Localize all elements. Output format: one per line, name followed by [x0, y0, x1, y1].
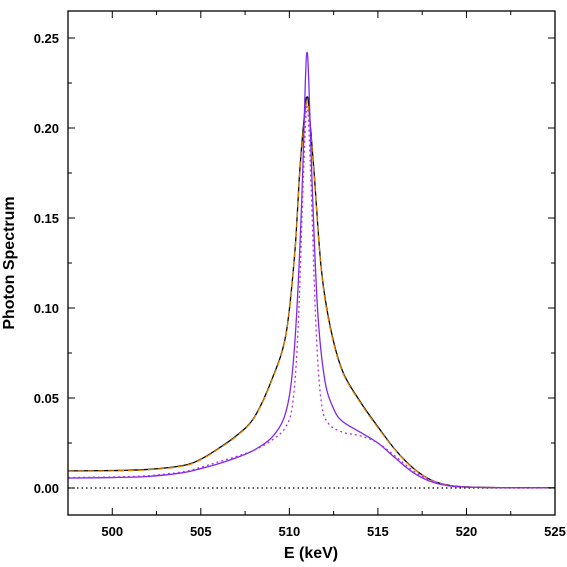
y-tick-label: 0.10: [34, 301, 59, 316]
y-tick-label: 0.25: [34, 31, 59, 46]
x-tick-label: 520: [456, 524, 478, 539]
y-tick-label: 0.05: [34, 391, 59, 406]
plot-frame: [67, 10, 556, 516]
x-axis-title: E (keV): [284, 545, 338, 562]
x-tick-label: 505: [190, 524, 212, 539]
tick-layer: 500 505 510 515 520 525 0.00 0.05 0.10 0.15 0.20 0.…: [34, 11, 566, 539]
series-line-1: [67, 96, 556, 489]
x-tick-label: 525: [544, 524, 566, 539]
y-tick-label: 0.00: [34, 481, 59, 496]
series-line-3: [67, 51, 556, 489]
y-axis-title: Photon Spectrum: [1, 196, 18, 329]
y-tick-label: 0.15: [34, 211, 59, 226]
x-tick-label: 515: [367, 524, 389, 539]
x-tick-label: 500: [101, 524, 123, 539]
y-tick-label: 0.20: [34, 121, 59, 136]
x-tick-label: 510: [279, 524, 301, 539]
series-layer: [67, 51, 556, 489]
